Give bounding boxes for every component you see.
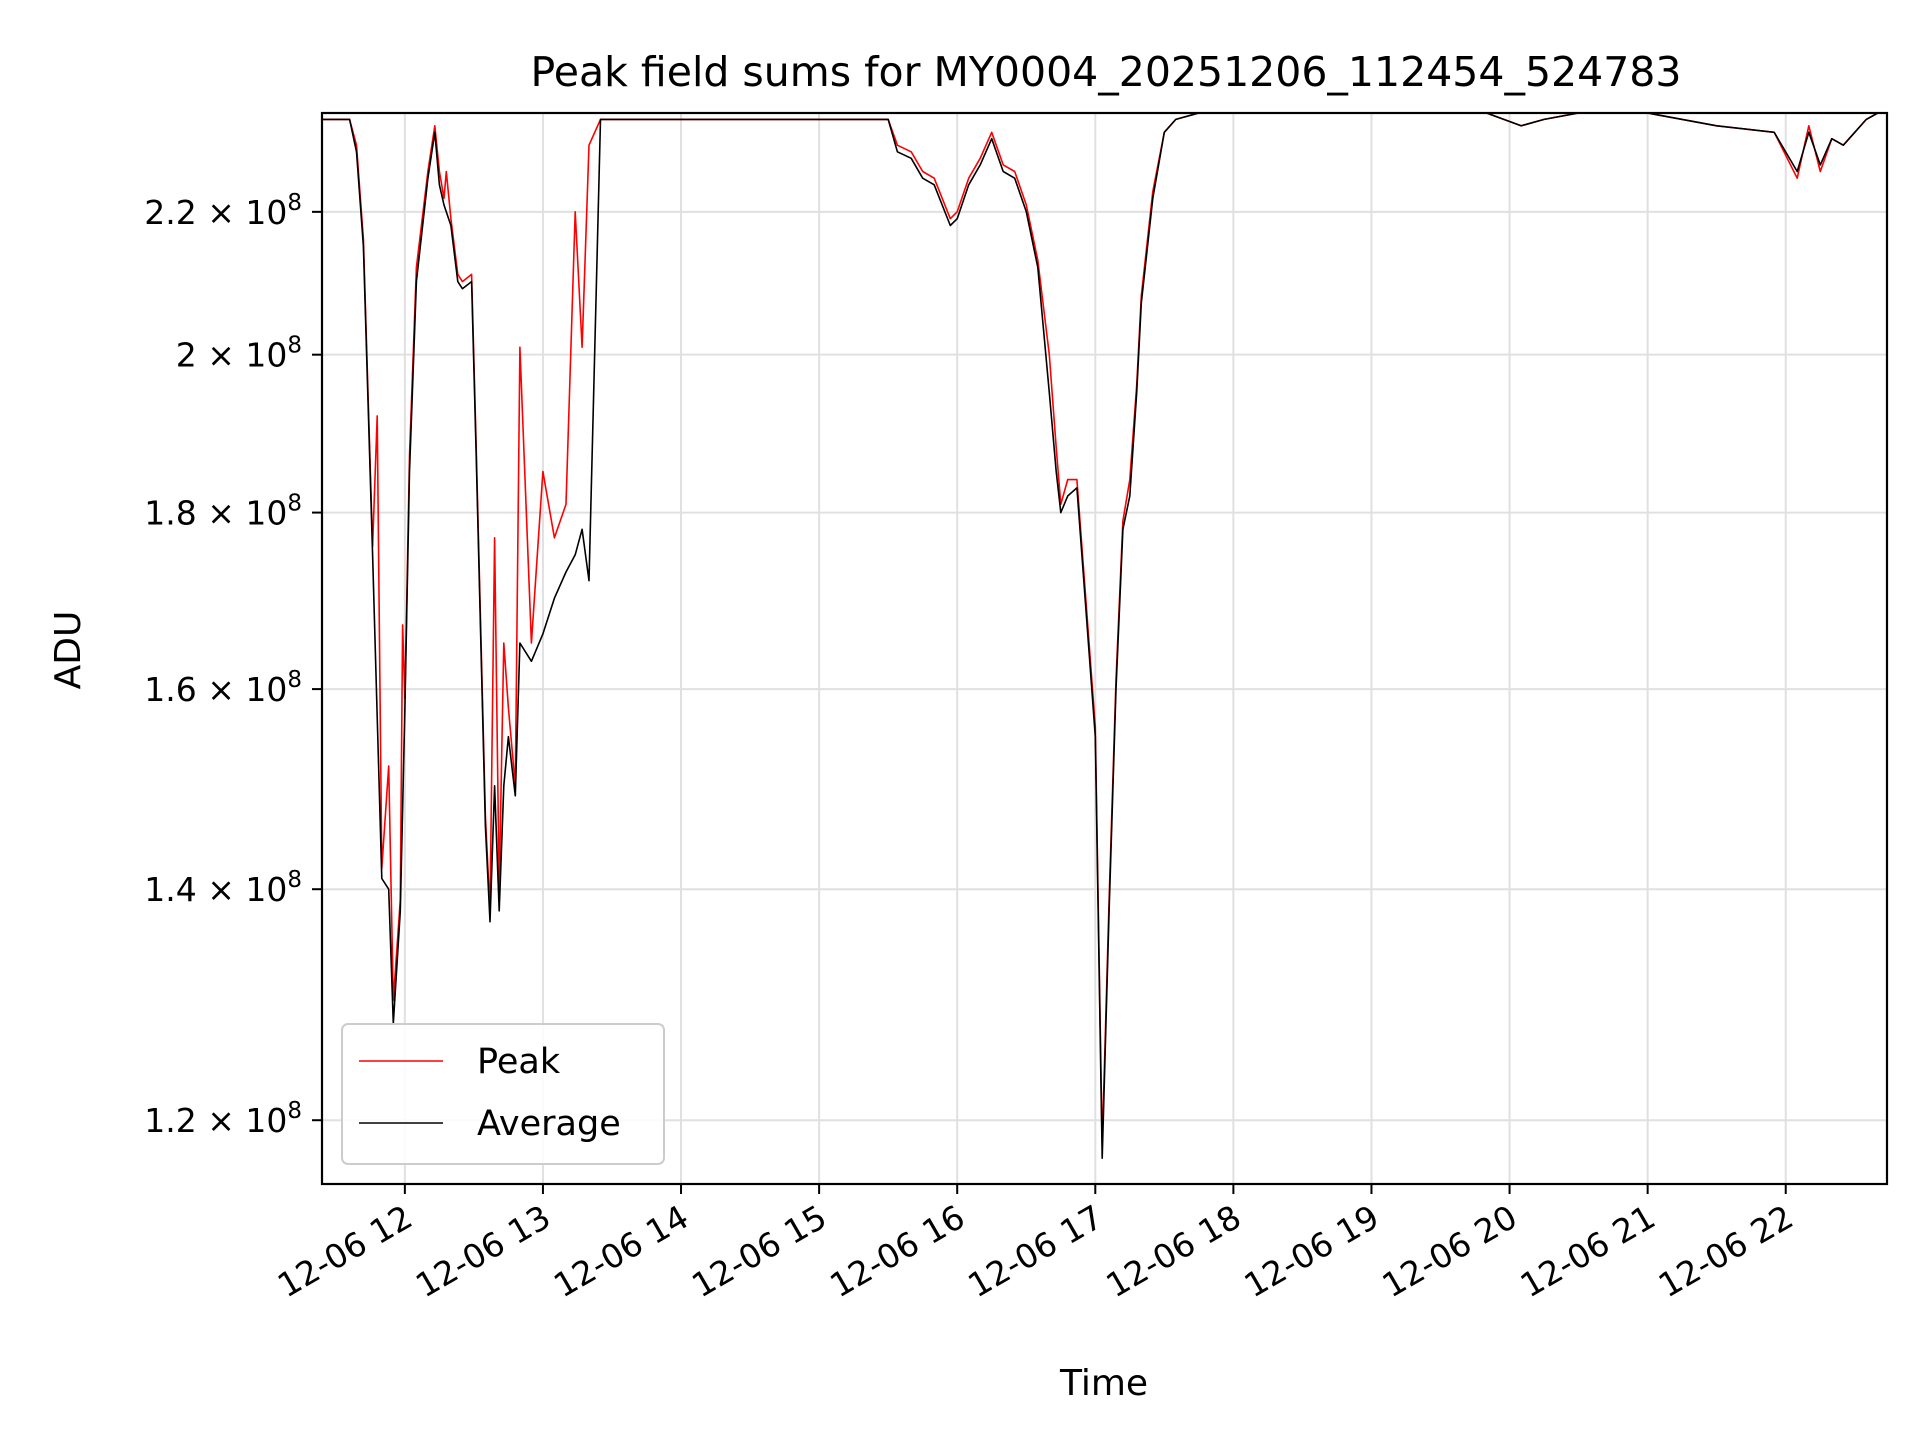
y-axis: 1.2 × 108 1.4 × 108 1.6 × 108 1.8 × 108 2 × … — [144, 190, 322, 1140]
chart-title: Peak field sums for MY0004_20251206_1124… — [531, 48, 1682, 96]
y-axis-label: ADU — [48, 611, 89, 690]
y-tick-label: 1.6 × 108 — [144, 667, 302, 709]
series-line-average — [322, 113, 1879, 1159]
legend: Peak Average — [341, 1023, 665, 1165]
y-tick-label: 2.2 × 108 — [144, 190, 302, 232]
y-tick-label: 2 × 108 — [176, 333, 302, 375]
series-line-peak — [322, 113, 1879, 1147]
x-axis-label: Time — [1059, 1363, 1148, 1404]
series-layer — [322, 113, 1879, 1159]
y-tick-label: 1.2 × 108 — [144, 1098, 302, 1140]
legend-box — [341, 1023, 665, 1165]
y-tick-label: 1.4 × 108 — [144, 867, 302, 909]
plot-frame — [320, 111, 1889, 1186]
gridlines — [322, 113, 1887, 1184]
legend-label-peak: Peak — [477, 1042, 561, 1082]
legend-label-average: Average — [477, 1104, 621, 1144]
y-tick-label: 1.8 × 108 — [144, 491, 302, 533]
